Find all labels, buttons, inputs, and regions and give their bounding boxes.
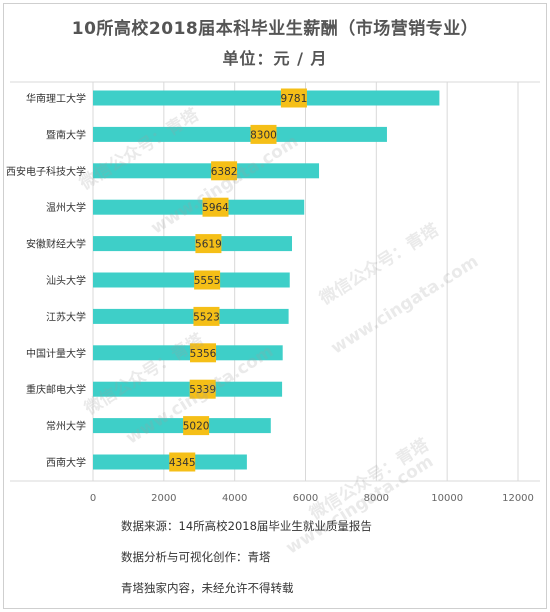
bar <box>93 381 283 397</box>
data-label-background <box>202 197 229 217</box>
chart-title: 10所高校2018届本科毕业生薪酬（市场营销专业） <box>71 19 479 39</box>
data-label: 5619 <box>195 239 222 251</box>
data-label-background <box>169 452 196 472</box>
bar <box>93 418 271 434</box>
category-label: 重庆邮电大学 <box>26 383 86 396</box>
data-label: 5523 <box>193 311 220 323</box>
x-tick-label: 6000 <box>293 493 318 504</box>
category-label: 常州大学 <box>46 420 86 433</box>
x-tick-label: 8000 <box>364 493 389 504</box>
data-label-background <box>193 306 220 326</box>
footer-notice: 青塔独家内容，未经允许不得转载 <box>121 581 294 595</box>
data-label-background <box>250 124 277 144</box>
data-label: 5964 <box>202 202 229 214</box>
category-label: 西南大学 <box>46 456 86 469</box>
category-label: 华南理工大学 <box>26 92 86 105</box>
category-label: 温州大学 <box>46 201 86 214</box>
data-label: 9781 <box>281 93 308 105</box>
category-labels: 华南理工大学暨南大学西安电子科技大学温州大学安徽财经大学汕头大学江苏大学中国计量… <box>6 92 86 469</box>
x-tick-label: 4000 <box>222 493 247 504</box>
data-label: 4345 <box>169 457 196 469</box>
footer-analysis: 数据分析与可视化创作：青塔 <box>121 550 271 564</box>
x-tick-label: 10000 <box>431 493 463 504</box>
x-tick-labels: 0 2000 4000 6000 8000 10000 12000 <box>90 493 534 504</box>
footer-source: 数据来源：14所高校2018届毕业生就业质量报告 <box>121 519 372 533</box>
data-label-background <box>280 88 307 108</box>
category-label: 暨南大学 <box>46 128 86 141</box>
bar <box>93 345 283 361</box>
x-tick-label: 2000 <box>151 493 176 504</box>
bar <box>93 236 293 252</box>
data-label-background <box>194 270 221 290</box>
data-label-background <box>189 379 216 399</box>
x-tick-label: 12000 <box>502 493 534 504</box>
category-label: 西安电子科技大学 <box>6 165 86 178</box>
bars: 9781 8300 6382 5964 5619 5555 5523 5356 5339 5020… <box>93 88 440 472</box>
x-tick-label: 0 <box>90 493 96 504</box>
category-label: 江苏大学 <box>46 310 86 323</box>
data-label: 5555 <box>194 275 221 287</box>
data-label: 6382 <box>211 166 238 178</box>
category-label: 中国计量大学 <box>26 347 86 360</box>
bar <box>93 163 320 179</box>
data-label-background <box>190 343 217 363</box>
data-label-background <box>183 416 210 436</box>
bar <box>93 308 289 324</box>
data-label-background <box>195 234 222 254</box>
chart-subtitle: 单位：元 / 月 <box>222 49 328 68</box>
bar <box>93 199 305 215</box>
data-label-background <box>211 161 238 181</box>
bar <box>93 90 440 106</box>
data-label: 5339 <box>189 384 216 396</box>
bar <box>93 126 387 142</box>
category-label: 汕头大学 <box>46 274 86 287</box>
bar <box>93 272 290 288</box>
data-label: 5356 <box>190 348 217 360</box>
data-label: 8300 <box>250 129 277 141</box>
category-label: 安徽财经大学 <box>26 238 86 251</box>
data-label: 5020 <box>183 421 210 433</box>
